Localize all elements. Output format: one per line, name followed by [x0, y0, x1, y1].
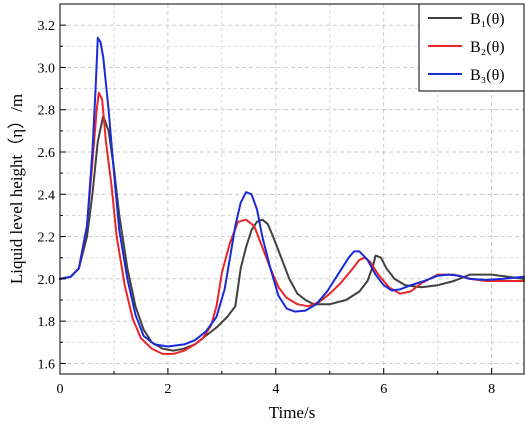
- legend: B₁(θ) B₂(θ) B₃(θ): [418, 3, 525, 92]
- x-tick-label: 6: [380, 382, 387, 397]
- y-tick-label: 2.0: [38, 273, 56, 288]
- x-tick-label: 4: [272, 382, 279, 397]
- y-tick-label: 1.8: [38, 315, 56, 330]
- x-tick-label: 0: [57, 382, 64, 397]
- y-axis-title: Liquid level height（η）/m: [7, 94, 26, 284]
- y-tick-label: 2.8: [38, 104, 56, 119]
- x-tick-label: 2: [164, 382, 171, 397]
- series-line-2: [59, 91, 525, 355]
- x-axis: 0 2 4 6 8: [57, 368, 495, 397]
- y-tick-label: 3.0: [38, 61, 56, 76]
- series-lines: [59, 36, 525, 355]
- plot-frame: [59, 3, 525, 375]
- y-tick-label: 3.2: [38, 19, 56, 34]
- y-axis: 1.6 1.8 2.0 2.2 2.4 2.6 2.8 3.0 3.2: [38, 19, 66, 372]
- x-tick-label: 8: [488, 382, 495, 397]
- legend-label-3: B₃(θ): [470, 67, 505, 84]
- y-tick-label: 2.6: [38, 146, 56, 161]
- y-tick-label: 2.4: [38, 188, 56, 203]
- y-tick-label: 1.6: [38, 357, 56, 372]
- series-line-3: [59, 36, 525, 348]
- legend-label-1: B₁(θ): [470, 11, 505, 28]
- legend-label-2: B₂(θ): [470, 39, 505, 56]
- x-axis-title: Time/s: [269, 403, 316, 422]
- y-tick-label: 2.2: [38, 231, 56, 246]
